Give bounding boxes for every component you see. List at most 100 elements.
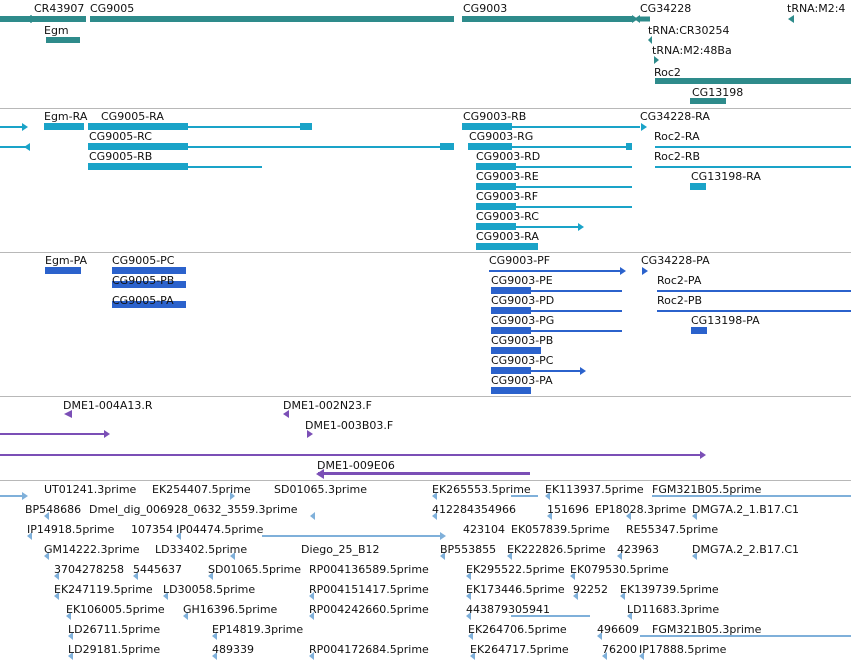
est-label[interactable]: 76200 — [602, 643, 637, 656]
protein-glyph[interactable] — [531, 330, 622, 332]
mrna-arrow[interactable] — [641, 123, 647, 131]
exon-block[interactable] — [112, 281, 186, 288]
mrna-glyph[interactable] — [516, 186, 632, 188]
exon-block[interactable] — [300, 123, 312, 130]
est-label[interactable]: RE55347.5prime — [626, 523, 719, 536]
est-arrow[interactable] — [309, 652, 314, 660]
feature-arrow[interactable] — [104, 430, 110, 438]
est-arrow[interactable] — [310, 512, 315, 520]
gene-label[interactable]: tRNA:M2:4 — [787, 2, 846, 15]
protein-label[interactable]: CG9003-PG — [491, 314, 555, 327]
est-arrow[interactable] — [212, 632, 217, 640]
clone-label[interactable]: DME1-004A13.R — [63, 399, 153, 412]
clone-arrow[interactable] — [64, 410, 72, 418]
exon-block[interactable] — [491, 367, 531, 374]
exon-block[interactable] — [88, 123, 188, 130]
mrna-glyph[interactable] — [655, 166, 851, 168]
est-label[interactable]: EK222826.5prime — [507, 543, 606, 556]
mrna-label[interactable]: CG9003-RD — [476, 150, 541, 163]
protein-label[interactable]: CG9005-PC — [112, 254, 175, 267]
est-arrow[interactable] — [163, 592, 168, 600]
est-label[interactable]: LD30058.5prime — [163, 583, 256, 596]
protein-glyph[interactable] — [657, 290, 851, 292]
est-label[interactable]: 496609 — [597, 623, 639, 636]
mrna-label[interactable]: CG9003-RE — [476, 170, 539, 183]
mrna-glyph[interactable] — [516, 206, 632, 208]
est-label[interactable]: RP004242660.5prime — [309, 603, 429, 616]
clone-label[interactable]: DME1-009E06 — [317, 459, 395, 472]
clone-glyph[interactable] — [0, 433, 104, 435]
est-label[interactable]: BP553855 — [440, 543, 497, 556]
gene-label[interactable]: tRNA:M2:48Ba — [652, 44, 732, 57]
est-arrow[interactable] — [692, 512, 697, 520]
est-label[interactable]: SD01065.3prime — [274, 483, 367, 496]
est-arrow[interactable] — [309, 592, 314, 600]
est-label[interactable]: 489339 — [212, 643, 254, 656]
gene-arrow[interactable] — [648, 36, 652, 44]
feature-arrow[interactable] — [634, 15, 640, 23]
protein-label[interactable]: CG9003-PF — [489, 254, 551, 267]
est-label[interactable]: EP18028.3prime — [595, 503, 687, 516]
exon-block[interactable] — [318, 472, 530, 475]
feature-arrow[interactable] — [620, 267, 626, 275]
est-label[interactable]: RP004136589.5prime — [309, 563, 429, 576]
est-label[interactable]: 423104 — [463, 523, 505, 536]
exon-block[interactable] — [491, 287, 531, 294]
est-label[interactable]: EK265553.5prime — [432, 483, 531, 496]
est-label[interactable]: EK254407.5prime — [152, 483, 251, 496]
gene-label[interactable]: CG13198 — [692, 86, 744, 99]
gene-label[interactable]: Roc2 — [654, 66, 681, 79]
est-label[interactable]: GH16396.5prime — [183, 603, 278, 616]
exon-block[interactable] — [491, 307, 531, 314]
est-label[interactable]: SD01065.5prime — [208, 563, 301, 576]
protein-glyph[interactable] — [489, 270, 620, 272]
est-arrow[interactable] — [440, 552, 445, 560]
exon-block[interactable] — [491, 347, 541, 354]
est-arrow[interactable] — [54, 572, 59, 580]
est-arrow[interactable] — [466, 612, 471, 620]
mrna-glyph[interactable] — [512, 126, 640, 128]
est-arrow[interactable] — [507, 552, 512, 560]
gene-arrow[interactable] — [654, 56, 659, 64]
mrna-glyph[interactable] — [516, 166, 632, 168]
gene-glyph[interactable] — [655, 78, 851, 84]
exon-block[interactable] — [468, 143, 512, 150]
mrna-label[interactable]: CG9005-RB — [89, 150, 153, 163]
est-label[interactable]: FGM321B05.3prime — [652, 623, 762, 636]
est-label[interactable]: BP548686 — [25, 503, 82, 516]
clone-glyph[interactable] — [0, 454, 700, 456]
protein-label[interactable]: Roc2-PA — [657, 274, 702, 287]
gene-arrow[interactable] — [788, 15, 794, 23]
mrna-glyph[interactable] — [88, 126, 310, 128]
mrna-label[interactable]: CG9005-RC — [89, 130, 152, 143]
est-label[interactable]: Diego_25_B12 — [301, 543, 380, 556]
est-arrow[interactable] — [212, 652, 217, 660]
mrna-label[interactable]: Egm-RA — [44, 110, 88, 123]
est-arrow[interactable] — [466, 592, 471, 600]
exon-block[interactable] — [440, 143, 454, 150]
protein-label[interactable]: CG9005-PB — [112, 274, 175, 287]
mrna-glyph[interactable] — [188, 166, 262, 168]
mrna-label[interactable]: CG9003-RB — [463, 110, 527, 123]
gene-glyph[interactable] — [90, 16, 454, 22]
protein-glyph[interactable] — [531, 370, 580, 372]
gene-label[interactable]: CG9005 — [90, 2, 135, 15]
est-arrow[interactable] — [208, 572, 213, 580]
feature-arrow[interactable] — [22, 123, 28, 131]
est-arrow[interactable] — [309, 612, 314, 620]
exon-block[interactable] — [691, 327, 707, 334]
est-arrow[interactable] — [183, 612, 188, 620]
est-label[interactable]: Dmel_dig_006928_0632_3559.3prime — [89, 503, 298, 516]
protein-glyph[interactable] — [531, 310, 622, 312]
est-label[interactable]: IP14918.5prime — [27, 523, 115, 536]
est-arrow[interactable] — [230, 552, 235, 560]
est-label[interactable]: 443879305941 — [466, 603, 550, 616]
est-arrow[interactable] — [626, 512, 631, 520]
protein-label[interactable]: CG13198-PA — [691, 314, 760, 327]
est-label[interactable]: RP004172684.5prime — [309, 643, 429, 656]
est-label[interactable]: 412284354966 — [432, 503, 516, 516]
est-arrow[interactable] — [692, 552, 697, 560]
protein-label[interactable]: Egm-PA — [45, 254, 88, 267]
mrna-label[interactable]: CG34228-RA — [640, 110, 710, 123]
est-arrow[interactable] — [27, 532, 32, 540]
